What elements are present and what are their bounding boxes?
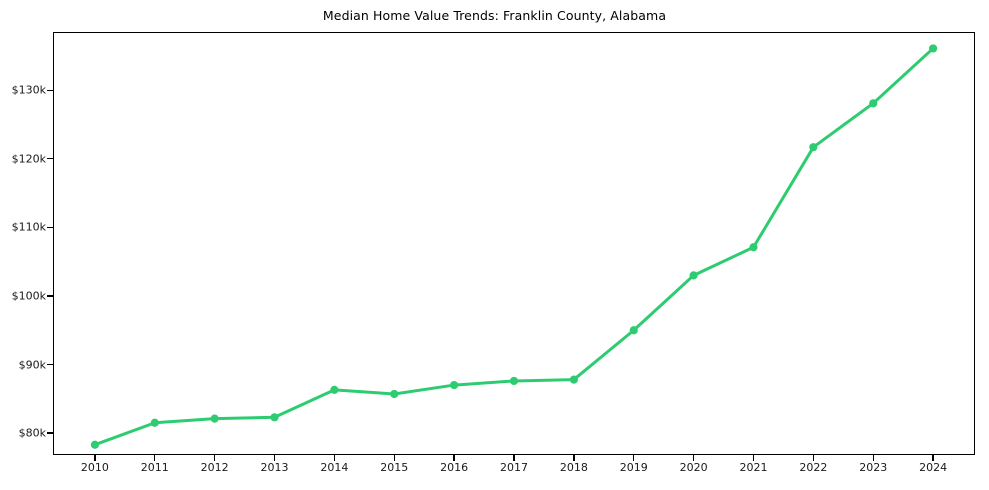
y-axis-tick-label: $130k — [11, 83, 46, 97]
data-point — [809, 143, 818, 152]
x-axis-tick-mark — [872, 455, 874, 461]
x-axis-tick-mark — [94, 455, 96, 461]
x-axis-tick-label: 2015 — [380, 461, 409, 474]
x-axis-tick-mark — [752, 455, 755, 461]
x-axis-tick-label: 2016 — [440, 461, 469, 474]
x-axis-tick-label: 2014 — [320, 461, 349, 474]
data-point — [689, 271, 698, 280]
x-axis-tick-mark — [692, 455, 695, 461]
data-point — [450, 380, 459, 390]
x-axis-tick-label: 2012 — [200, 461, 229, 474]
data-point — [509, 376, 519, 386]
x-axis-tick-label: 2022 — [799, 461, 828, 474]
x-axis-tick-label: 2018 — [559, 461, 588, 474]
data-point — [629, 326, 638, 335]
data-point — [90, 440, 100, 449]
x-axis-tick-label: 2023 — [859, 461, 888, 474]
line-chart-plot — [90, 44, 938, 449]
x-axis-tick-mark — [393, 455, 395, 461]
chart-title: Median Home Value Trends: Franklin Count… — [322, 8, 667, 23]
data-point — [390, 389, 399, 399]
x-axis-tick-mark — [513, 455, 515, 461]
data-point — [869, 99, 878, 108]
y-axis-tick-labels: $80k $90k $100k $110k $120k $130k — [0, 0, 46, 490]
series-markers — [90, 44, 938, 449]
y-axis-tick-label: $90k — [18, 358, 46, 371]
y-axis-tick-label: $110k — [11, 220, 46, 234]
x-axis-tick-label: 2011 — [140, 461, 169, 474]
x-axis-tick-mark — [812, 455, 814, 461]
data-point — [150, 418, 159, 427]
series-line-median-home-value — [93, 46, 935, 447]
x-axis-tick-mark — [932, 455, 934, 461]
x-axis-tick-label: 2017 — [500, 461, 528, 474]
x-axis-tick-mark — [633, 455, 635, 461]
x-axis-tick-label: 2019 — [619, 461, 648, 474]
x-axis-tick-label: 2024 — [919, 461, 948, 474]
data-point — [270, 413, 279, 422]
x-axis-tick-label: 2020 — [679, 461, 708, 474]
data-point — [749, 243, 758, 252]
x-axis-tick-mark — [453, 455, 455, 461]
data-point — [569, 375, 578, 384]
y-axis-tick-label: $100k — [11, 289, 46, 303]
x-axis-tick-mark — [333, 455, 336, 461]
y-axis-tick-label: $80k — [18, 426, 46, 440]
x-axis-tick-label: 2021 — [739, 461, 768, 474]
x-axis-tick-mark — [573, 455, 575, 461]
data-point — [210, 414, 219, 423]
y-axis-tick-label: $120k — [11, 152, 46, 166]
x-axis-tick-mark — [154, 455, 156, 461]
data-point — [928, 44, 938, 53]
x-axis-tick-mark — [213, 455, 216, 461]
x-axis-tick-label: 2010 — [80, 461, 109, 474]
x-axis-tick-label: 2013 — [260, 461, 289, 474]
data-point — [330, 385, 339, 394]
x-axis-tick-mark — [273, 455, 276, 461]
